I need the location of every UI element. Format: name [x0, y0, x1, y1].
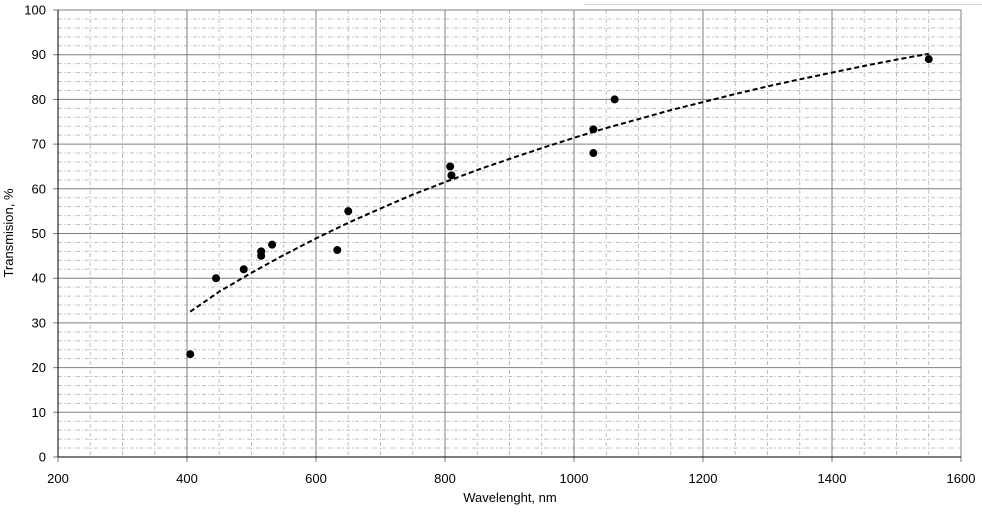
- data-point: [446, 162, 455, 171]
- y-tick-label: 20: [32, 360, 46, 375]
- y-axis-title: Transmision, %: [1, 188, 16, 278]
- data-point: [344, 207, 353, 216]
- x-tick-label: 1400: [818, 471, 847, 486]
- axes: [57, 10, 961, 458]
- y-tick-label: 80: [32, 92, 46, 107]
- data-point: [212, 274, 221, 283]
- trendline: [189, 52, 929, 313]
- data-point: [447, 171, 456, 180]
- data-point: [333, 246, 342, 255]
- x-tick-label: 1600: [947, 471, 976, 486]
- y-tick-label: 0: [39, 450, 46, 465]
- data-point: [186, 350, 195, 359]
- x-tick-label: 600: [305, 471, 327, 486]
- x-tick-label: 800: [434, 471, 456, 486]
- y-tick-label: 100: [24, 3, 46, 18]
- trendline-group: [189, 52, 929, 313]
- y-tick-label: 60: [32, 181, 46, 196]
- data-point: [610, 95, 619, 104]
- y-tick-label: 70: [32, 137, 46, 152]
- x-tick-label: 1200: [689, 471, 718, 486]
- y-tick-label: 40: [32, 271, 46, 286]
- data-point: [589, 125, 598, 134]
- data-point: [924, 55, 933, 64]
- y-tick-label: 30: [32, 315, 46, 330]
- data-point: [257, 247, 266, 256]
- top-border-line: [584, 4, 982, 5]
- data-point: [239, 265, 248, 274]
- y-tick-labels: 0 10 20 30 40 50 60 70 80 90 100: [24, 3, 46, 465]
- data-point: [589, 149, 598, 158]
- minor-gridlines: [58, 10, 961, 457]
- data-point: [268, 240, 277, 249]
- x-tick-label: 1000: [560, 471, 589, 486]
- x-tick-label: 200: [47, 471, 69, 486]
- y-tick-label: 10: [32, 405, 46, 420]
- x-axis-title: Wavelenght, nm: [463, 490, 556, 505]
- x-tick-label: 400: [176, 471, 198, 486]
- y-tick-label: 50: [32, 226, 46, 241]
- x-tick-labels: 200 400 600 800 1000 1200 1400 1600: [47, 471, 975, 486]
- data-points: [186, 55, 933, 359]
- y-tick-label: 90: [32, 47, 46, 62]
